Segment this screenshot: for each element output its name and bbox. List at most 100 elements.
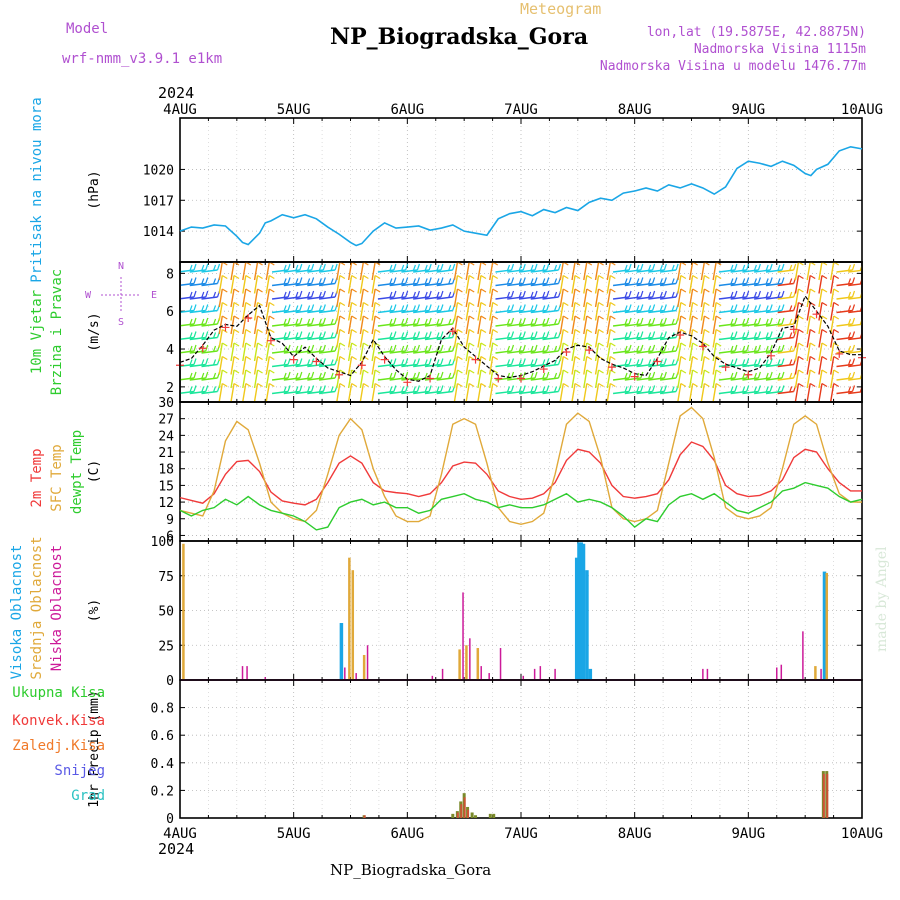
wind-barb <box>765 386 769 393</box>
wind-barb <box>518 332 522 339</box>
wind-barb <box>193 290 197 298</box>
wind-barb <box>440 371 444 379</box>
wind-barb <box>295 386 299 393</box>
wind-barb <box>295 345 299 352</box>
wind-barb <box>628 371 632 379</box>
wind-barb <box>765 291 769 298</box>
wind-barb <box>753 291 757 298</box>
wind-barb <box>542 296 559 300</box>
side-label-mid-cloud: Srednja Oblacnost <box>29 536 45 679</box>
wind-barb <box>401 323 418 327</box>
wind-barb <box>712 262 717 281</box>
wind-barb <box>677 262 682 281</box>
wind-barb <box>518 318 522 325</box>
wind-barb <box>851 344 856 352</box>
wind-barb <box>507 309 524 314</box>
wind-barb <box>318 291 322 298</box>
wind-gust-marker <box>721 363 730 372</box>
wind-barb <box>530 318 534 325</box>
wind-barb <box>457 328 463 334</box>
wind-barb <box>718 296 735 300</box>
wind-barb <box>506 291 511 298</box>
wind-barb <box>652 331 656 338</box>
wind-barb <box>477 315 482 335</box>
wind-barb <box>307 309 324 314</box>
wind-barb <box>233 274 240 280</box>
wind-barb <box>221 315 228 320</box>
wind-barb <box>612 282 630 287</box>
wind-barb <box>765 363 783 368</box>
wind-barb <box>700 383 706 402</box>
wind-barb <box>688 302 694 321</box>
wind-barb <box>836 296 853 300</box>
wind-barb <box>287 304 291 311</box>
wind-barb <box>405 304 409 311</box>
wind-barb <box>389 269 406 273</box>
wind-barb <box>704 274 710 280</box>
wind-barb <box>506 345 511 352</box>
precip-legend-3: Snijeg <box>54 763 105 779</box>
wind-barb <box>453 383 459 402</box>
y-tick-label: 75 <box>158 570 174 585</box>
wind-barb <box>287 385 291 392</box>
wind-barb <box>818 342 823 362</box>
wind-barb <box>389 336 406 341</box>
wind-barb <box>542 323 559 327</box>
wind-barb <box>245 342 252 347</box>
wind-barb <box>295 296 312 300</box>
wind-barb <box>265 356 271 375</box>
wind-barb <box>295 278 299 285</box>
wind-barb <box>253 329 259 348</box>
wind-barb <box>851 290 856 298</box>
wind-barb <box>777 363 794 368</box>
wind-barb <box>806 302 811 321</box>
footer-station: NP_Biogradska_Gora <box>330 861 491 879</box>
wind-barb <box>283 390 300 395</box>
wind-barb <box>283 372 287 379</box>
wind-barb <box>233 355 240 361</box>
cloud-bar <box>574 557 579 680</box>
wind-barb <box>624 363 641 368</box>
wind-barb <box>692 328 698 334</box>
wind-barb <box>465 342 470 362</box>
wind-barb <box>660 282 677 287</box>
wind-barb <box>628 358 632 365</box>
wind-barb <box>546 331 550 338</box>
cloud-bar <box>480 666 482 680</box>
wind-barb <box>704 355 710 361</box>
wind-barb <box>412 372 416 379</box>
wind-barb <box>648 269 665 273</box>
wind-barb <box>688 262 694 281</box>
wind-barb <box>363 288 369 293</box>
wind-barb <box>189 305 193 312</box>
wind-barb <box>821 342 828 347</box>
wind-barb <box>489 262 494 281</box>
wind-barb <box>821 328 828 334</box>
wind-barb <box>712 315 717 335</box>
wind-barb <box>830 288 835 308</box>
wind-barb <box>818 315 823 335</box>
wind-barb <box>401 291 405 298</box>
wind-barb <box>794 288 800 308</box>
wind-barb <box>851 304 856 311</box>
wind-barb <box>546 304 550 311</box>
wind-barb <box>448 278 452 285</box>
wind-barb <box>806 275 811 294</box>
wind-barb <box>212 278 217 285</box>
wind-barb <box>522 358 526 365</box>
wind-barb <box>193 358 197 365</box>
wind-barb <box>660 323 677 327</box>
wind-barb <box>336 288 341 308</box>
wind-barb <box>510 317 515 325</box>
wind-barb <box>480 328 487 334</box>
wind-barb <box>586 342 593 347</box>
wind-barb <box>287 277 291 284</box>
wind-barb <box>730 318 734 325</box>
wind-barb <box>833 288 840 293</box>
cloud-bar <box>702 668 704 680</box>
y-tick-label: 0 <box>166 674 174 689</box>
wind-barb <box>574 315 581 320</box>
wind-barb <box>660 269 677 273</box>
wind-barb <box>718 350 735 354</box>
